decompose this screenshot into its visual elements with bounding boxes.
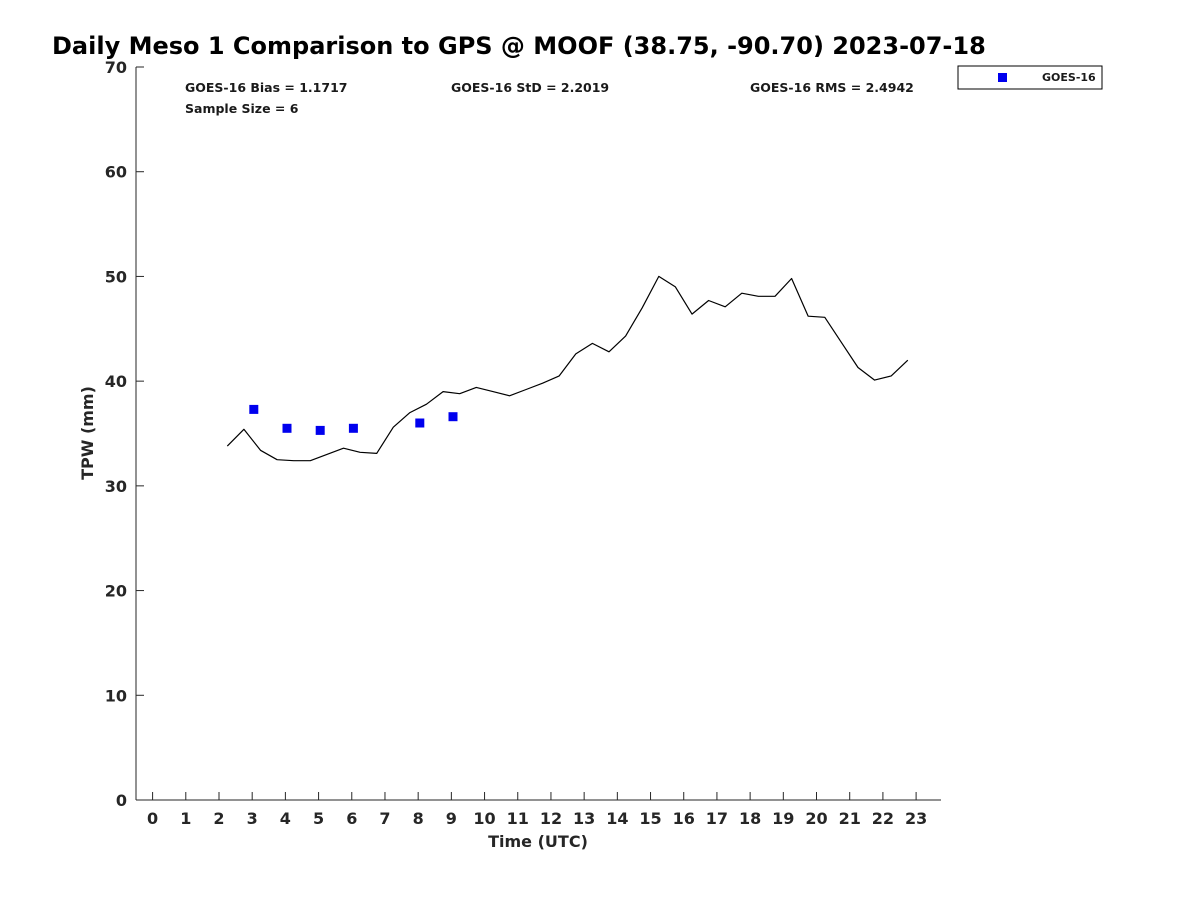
axes	[135, 67, 941, 801]
y-axis-label: TPW (mm)	[78, 386, 97, 480]
x-tick-label: 23	[905, 809, 927, 828]
x-tick-label: 21	[839, 809, 861, 828]
x-tick-label: 10	[473, 809, 495, 828]
y-tick-label: 70	[105, 58, 127, 77]
y-tick-label: 0	[116, 791, 127, 810]
goes-16-point	[348, 423, 358, 433]
y-tick-label: 60	[105, 163, 127, 182]
y-tick-label: 40	[105, 372, 127, 391]
x-tick-label: 3	[247, 809, 258, 828]
y-tick-label: 30	[105, 477, 127, 496]
x-tick-label: 13	[573, 809, 595, 828]
x-tick-label: 16	[673, 809, 695, 828]
stat-std: GOES-16 StD = 2.2019	[451, 80, 609, 95]
gps-tpw-line	[226, 275, 909, 462]
y-ticks: 0 10 20 30 40 50 60 70	[105, 58, 144, 810]
x-tick-label: 20	[805, 809, 827, 828]
goes-16-point	[249, 404, 259, 414]
legend-marker	[998, 73, 1007, 82]
x-tick-label: 9	[446, 809, 457, 828]
y-tick-label: 20	[105, 582, 127, 601]
x-tick-label: 8	[413, 809, 424, 828]
stat-bias: GOES-16 Bias = 1.1717	[185, 80, 347, 95]
x-tick-label: 2	[213, 809, 224, 828]
x-tick-label: 22	[872, 809, 894, 828]
stat-sample-size: Sample Size = 6	[185, 101, 299, 116]
goes-16-point	[415, 418, 425, 428]
x-tick-label: 7	[379, 809, 390, 828]
legend-label: GOES-16	[1042, 71, 1096, 84]
series-layer	[226, 275, 909, 462]
y-tick-label: 10	[105, 686, 127, 705]
legend: GOES-16	[957, 65, 1103, 90]
x-tick-label: 6	[346, 809, 357, 828]
y-tick-label: 50	[105, 267, 127, 286]
x-tick-label: 14	[606, 809, 628, 828]
x-tick-label: 11	[507, 809, 529, 828]
x-tick-label: 17	[706, 809, 728, 828]
x-tick-label: 4	[280, 809, 291, 828]
x-tick-label: 0	[147, 809, 158, 828]
goes-16-point	[315, 425, 325, 435]
x-ticks: 0 1 2 3 4 5 6 7 8 9 10 11 12 13 14 15 16 17 18 19 20 21 22 23	[147, 792, 927, 828]
legend-box	[957, 65, 1103, 90]
x-tick-label: 18	[739, 809, 761, 828]
chart-title: Daily Meso 1 Comparison to GPS @ MOOF (3…	[52, 32, 986, 60]
x-tick-label: 12	[540, 809, 562, 828]
x-tick-label: 5	[313, 809, 324, 828]
goes-16-point	[282, 423, 292, 433]
x-axis-label: Time (UTC)	[488, 832, 588, 851]
x-tick-label: 1	[180, 809, 191, 828]
x-tick-label: 15	[639, 809, 661, 828]
stat-rms: GOES-16 RMS = 2.4942	[750, 80, 914, 95]
goes-16-point	[448, 412, 458, 422]
x-tick-label: 19	[772, 809, 794, 828]
